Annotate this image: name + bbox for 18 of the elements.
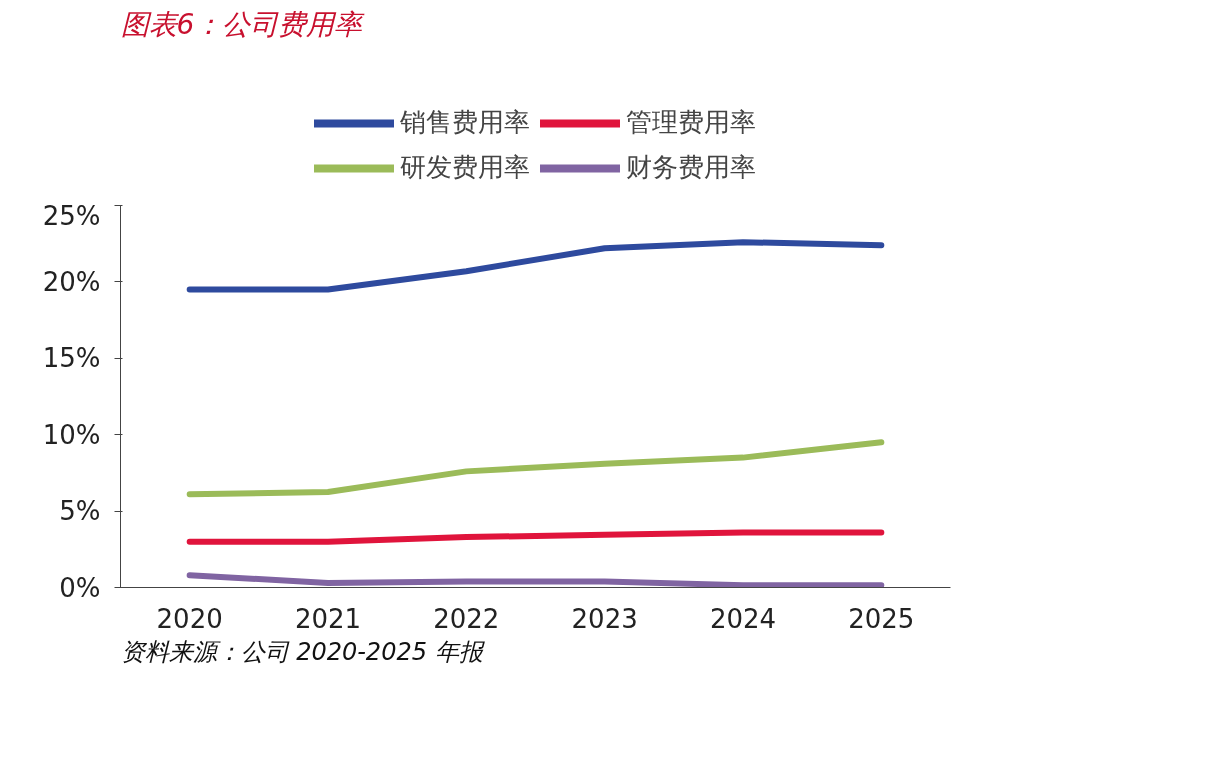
x-tick-label: 2023	[571, 603, 638, 634]
y-tick-label: 10%	[42, 419, 101, 450]
x-tick-label: 2022	[433, 603, 500, 634]
y-tick-label: 20%	[42, 266, 101, 297]
x-tick-label: 2021	[294, 603, 362, 634]
y-tick-label: 5%	[59, 496, 101, 527]
x-tick-label: 2020	[156, 603, 223, 634]
text: 资料来源：公司 2020-2025 年报	[120, 637, 485, 666]
y-tick-label: 15%	[42, 343, 101, 374]
legend-label: 研发费用率	[400, 151, 530, 184]
y-tick-label: 0%	[59, 572, 101, 603]
legend-label: 财务费用率	[626, 151, 756, 184]
y-tick-label: 25%	[42, 200, 101, 231]
x-tick-label: 2025	[848, 603, 915, 634]
chart-title: 图表6：公司费用率	[120, 7, 366, 41]
x-tick-label: 2024	[709, 603, 777, 634]
legend-label: 销售费用率	[400, 106, 530, 139]
legend-label: 管理费用率	[626, 106, 756, 139]
